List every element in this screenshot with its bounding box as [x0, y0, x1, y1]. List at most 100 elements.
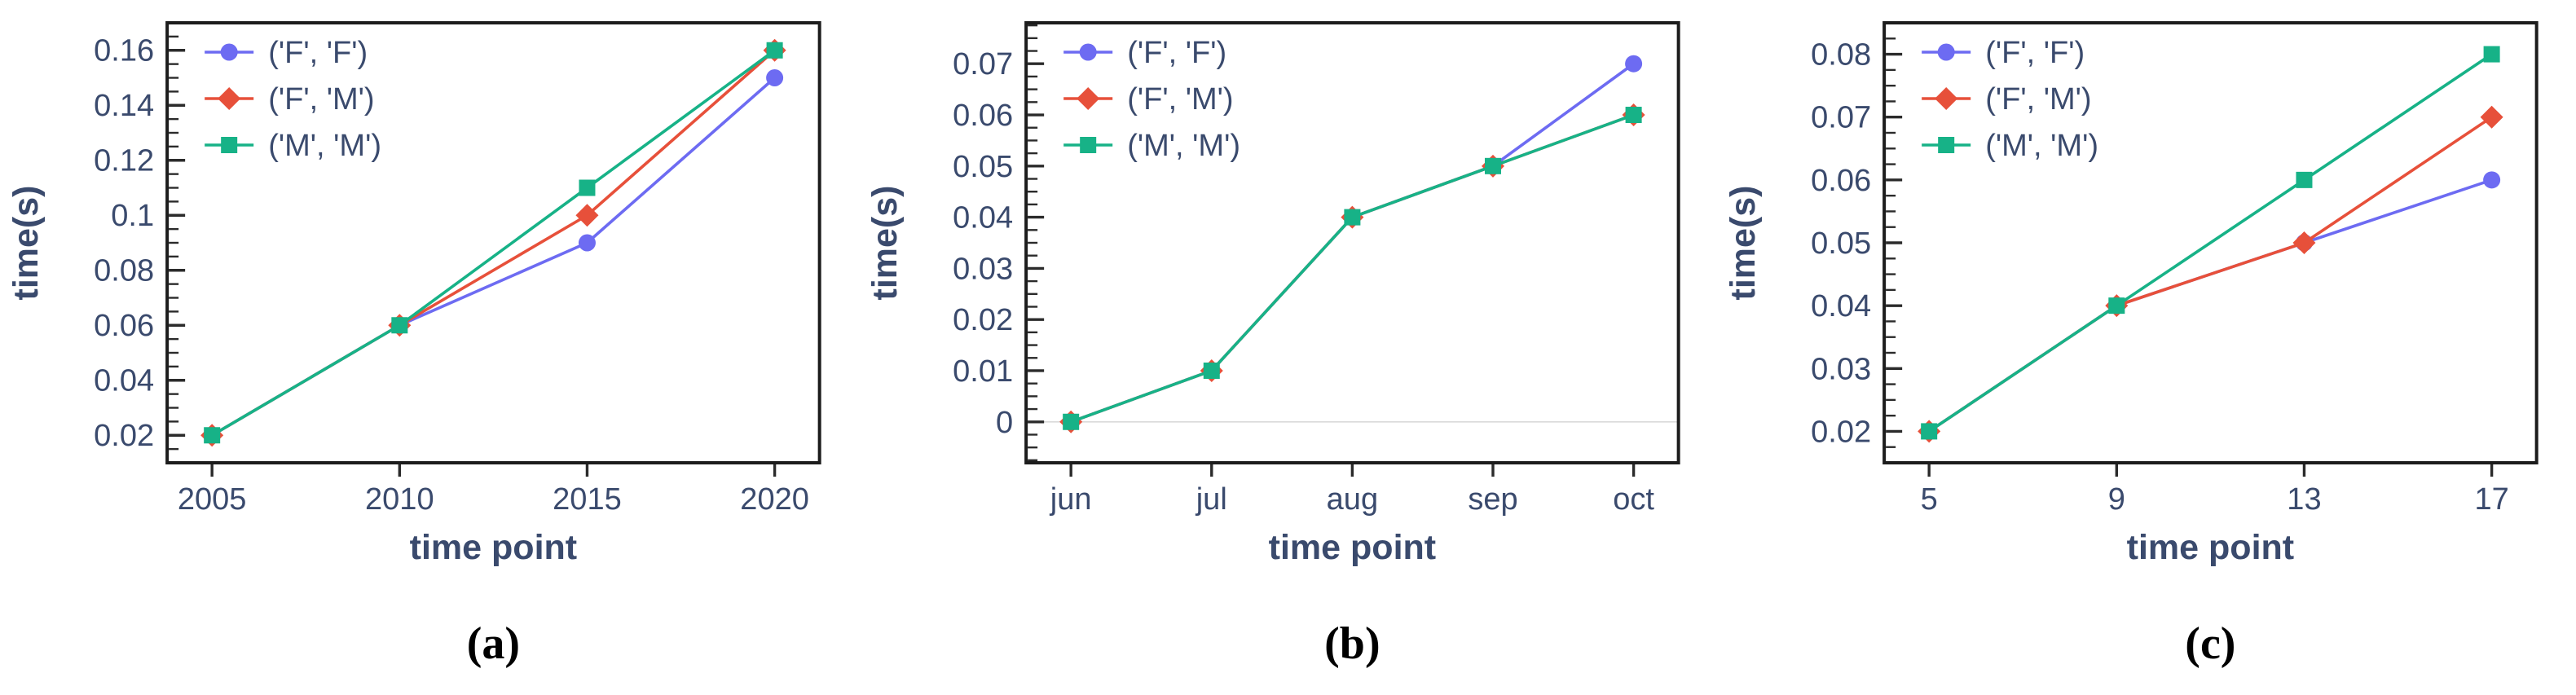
x-tick-label: 2005	[178, 482, 247, 517]
y-tick-label: 0.02	[94, 419, 154, 453]
legend-label: ('F', 'M')	[268, 82, 374, 117]
x-tick-label: jun	[1049, 482, 1091, 517]
legend-diamond-marker	[1935, 87, 1958, 110]
y-tick-label: 0.06	[94, 309, 154, 343]
legend-label: ('F', 'F')	[268, 36, 368, 70]
series-line	[210, 48, 777, 438]
square-marker	[1203, 362, 1220, 379]
square-marker	[1625, 107, 1642, 124]
legend-entry: ('F', 'M')	[1063, 82, 1233, 117]
x-axis: 5 9 13 17	[1921, 464, 2509, 517]
legend: ('F', 'F') ('F', 'M') ('M', 'M')	[1063, 36, 1240, 163]
square-marker	[2483, 46, 2500, 63]
series-mm	[1921, 46, 2500, 440]
series-line	[1927, 52, 2494, 433]
chart-c-svg: 0.02 0.03 0.04 0.05 0.06 0.07 0.08 5 9 13 17 ('F', …	[1724, 21, 2539, 669]
circle-marker	[1624, 55, 1642, 73]
x-tick-label: oct	[1613, 482, 1654, 517]
y-axis-title: time(s)	[865, 186, 905, 301]
panel-caption: (a)	[467, 618, 520, 669]
y-tick-label: 0.02	[1811, 415, 1871, 449]
y-axis-title: time(s)	[1724, 186, 1763, 301]
legend-circle-marker	[1938, 43, 1956, 61]
legend-label: ('M', 'M')	[1986, 129, 2099, 163]
legend-entry: ('F', 'M')	[205, 82, 375, 117]
x-axis-title: time point	[2127, 528, 2295, 567]
legend-entry: ('F', 'F')	[1922, 36, 2085, 70]
series-ff	[1921, 171, 2501, 440]
x-tick-label: 9	[2108, 482, 2125, 517]
x-tick-label: 5	[1921, 482, 1938, 517]
legend-label: ('M', 'M')	[1127, 129, 1240, 163]
x-tick-label: 2015	[553, 482, 622, 517]
legend-square-marker	[221, 137, 238, 153]
square-marker	[1484, 157, 1501, 174]
circle-marker	[766, 69, 784, 86]
square-marker	[204, 427, 221, 444]
plot-box	[1024, 21, 1680, 464]
x-tick-label: 13	[2288, 482, 2322, 517]
legend-diamond-marker	[1076, 87, 1099, 110]
y-tick-label: 0.14	[94, 89, 154, 123]
plot-box	[1882, 21, 2539, 464]
square-marker	[579, 179, 596, 196]
legend: ('F', 'F') ('F', 'M') ('M', 'M')	[205, 36, 381, 163]
y-tick-label: 0.08	[94, 254, 154, 288]
y-tick-label: 0.03	[1811, 352, 1871, 386]
legend-entry: ('M', 'M')	[1063, 129, 1240, 163]
square-marker	[1344, 209, 1361, 226]
legend-label: ('F', 'M')	[1986, 82, 2092, 117]
legend-circle-marker	[220, 43, 238, 61]
square-marker	[2296, 171, 2313, 188]
y-tick-label: 0.04	[94, 364, 154, 398]
panel-caption: (c)	[2186, 618, 2236, 669]
legend-entry: ('M', 'M')	[205, 129, 381, 163]
x-tick-label: 17	[2475, 482, 2509, 517]
y-tick-label: 0.01	[953, 354, 1013, 389]
series-mm	[1062, 107, 1642, 430]
legend-diamond-marker	[218, 87, 241, 110]
y-tick-label: 0.06	[1811, 164, 1871, 198]
y-tick-label: 0.03	[953, 252, 1013, 286]
legend-circle-marker	[1079, 43, 1097, 61]
legend-square-marker	[1079, 137, 1096, 153]
x-tick-label: jul	[1195, 482, 1226, 517]
square-marker	[1062, 413, 1079, 430]
legend-label: ('F', 'F')	[1127, 36, 1226, 70]
legend-entry: ('F', 'M')	[1922, 82, 2092, 117]
square-marker	[766, 42, 783, 59]
series-line	[1927, 178, 2494, 433]
panel-b: 0 0.01 0.02 0.03 0.04 0.05 0.06 0.07 jun jul aug se…	[859, 0, 1718, 695]
square-marker	[1921, 423, 1938, 440]
chart-b-svg: 0 0.01 0.02 0.03 0.04 0.05 0.06 0.07 jun jul aug se…	[865, 21, 1680, 669]
x-tick-label: 2020	[740, 482, 809, 517]
plot-box	[165, 21, 821, 464]
y-tick-label: 0.05	[953, 150, 1013, 184]
legend-entry: ('M', 'M')	[1922, 129, 2099, 163]
panel-c: 0.02 0.03 0.04 0.05 0.06 0.07 0.08 5 9 13 17 ('F', …	[1717, 0, 2576, 695]
y-tick-label: 0.04	[953, 201, 1013, 235]
y-tick-label: 0	[996, 406, 1013, 440]
square-marker	[2108, 297, 2125, 315]
y-tick-label: 0.12	[94, 144, 154, 178]
panel-caption: (b)	[1324, 618, 1380, 669]
x-axis-title: time point	[1268, 528, 1436, 567]
y-tick-label: 0.02	[953, 303, 1013, 337]
y-axis: 0.02 0.04 0.06 0.08 0.1 0.12 0.14 0.16	[94, 34, 186, 453]
series-mm	[204, 42, 783, 444]
legend-entry: ('F', 'F')	[205, 36, 368, 70]
x-tick-label: 2010	[365, 482, 434, 517]
x-tick-label: sep	[1468, 482, 1517, 517]
square-marker	[391, 317, 408, 334]
diamond-marker	[2480, 105, 2503, 129]
diamond-marker	[2292, 231, 2316, 254]
series-line	[1069, 62, 1636, 424]
x-axis: 2005 2010 2015 2020	[178, 464, 809, 517]
y-tick-label: 0.04	[1811, 289, 1871, 323]
circle-marker	[578, 234, 596, 252]
panel-a: 0.02 0.04 0.06 0.08 0.1 0.12 0.14 0.16 2005 2010 2…	[0, 0, 859, 695]
y-tick-label: 0.08	[1811, 38, 1871, 73]
y-axis: 0.02 0.03 0.04 0.05 0.06 0.07 0.08	[1811, 37, 1903, 449]
